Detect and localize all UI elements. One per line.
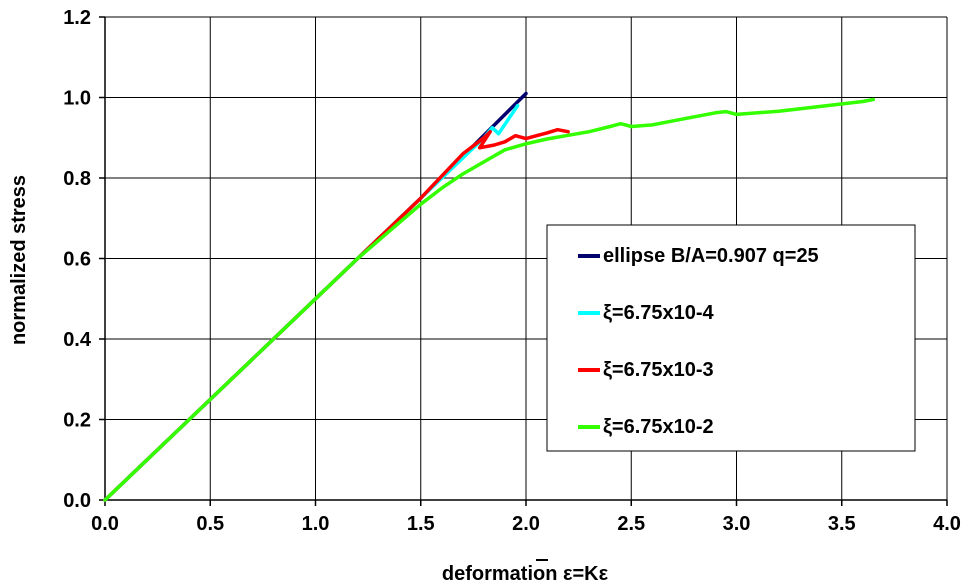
series-line-4 xyxy=(103,97,876,502)
x-tick-label: 3.0 xyxy=(723,513,751,535)
y-tick-label: 0.4 xyxy=(63,329,92,351)
x-axis-label: deformation ε=Kε xyxy=(442,563,609,585)
y-tick-label: 0.0 xyxy=(63,490,91,512)
axes xyxy=(99,16,948,506)
x-tick-label: 1.5 xyxy=(407,513,435,535)
x-tick-label: 1.0 xyxy=(302,513,330,535)
x-tick-label: 4.0 xyxy=(933,513,961,535)
legend: ellipse B/A=0.907 q=25 ξ=6.75x10-4 ξ=6.75x… xyxy=(546,224,916,452)
series-line-3 xyxy=(103,127,570,502)
legend-label: ξ=6.75x10-2 xyxy=(603,416,714,438)
x-tick-label: 0.0 xyxy=(91,513,119,535)
series-lines xyxy=(103,91,876,502)
x-tick-label: 3.5 xyxy=(828,513,856,535)
y-axis-label: normalized stress xyxy=(8,175,30,345)
x-tick-label: 2.5 xyxy=(617,513,645,535)
y-tick-label: 1.2 xyxy=(63,7,91,29)
x-tick-label: 0.5 xyxy=(196,513,224,535)
y-tick-label: 0.8 xyxy=(63,168,91,190)
legend-label: ξ=6.75x10-3 xyxy=(603,359,714,381)
x-tick-label: 2.0 xyxy=(512,513,540,535)
y-tick-label: 0.2 xyxy=(63,410,91,432)
x-tick-labels: 0.0 0.5 1.0 1.5 2.0 2.5 3.0 3.5 4.0 xyxy=(91,513,961,535)
legend-label: ellipse B/A=0.907 q=25 xyxy=(603,245,819,267)
y-tick-label: 0.6 xyxy=(63,249,91,271)
y-tick-label: 1.0 xyxy=(63,88,91,110)
legend-box xyxy=(546,224,916,452)
legend-label: ξ=6.75x10-4 xyxy=(603,302,715,324)
y-tick-labels: 0.0 0.2 0.4 0.6 0.8 1.0 1.2 xyxy=(63,7,92,512)
